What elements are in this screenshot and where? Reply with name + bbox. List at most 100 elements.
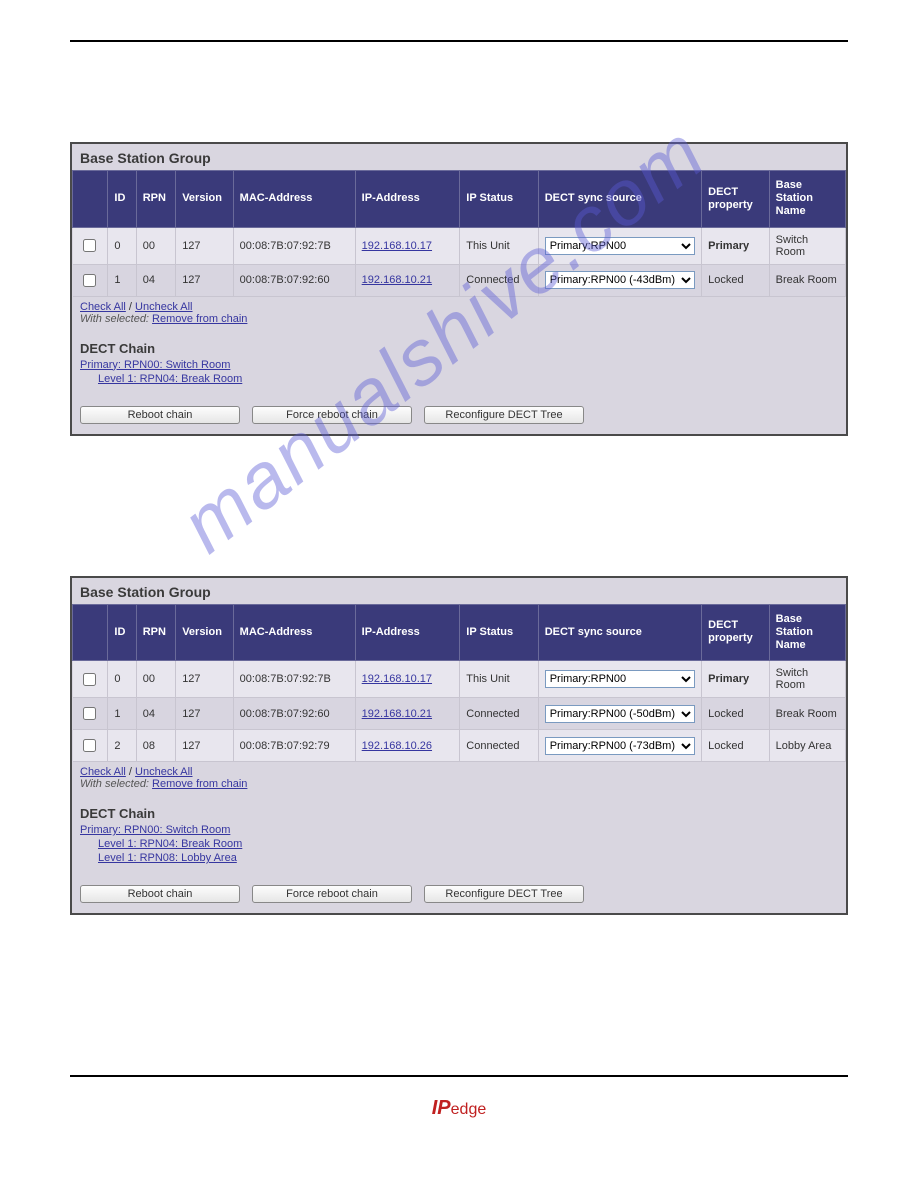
cell-id: 1 xyxy=(108,698,136,730)
ip-link[interactable]: 192.168.10.21 xyxy=(362,274,432,286)
column-header: Base Station Name xyxy=(769,604,845,661)
cell-id: 0 xyxy=(108,661,136,698)
cell-ip: 192.168.10.21 xyxy=(355,698,460,730)
cell-mac: 00:08:7B:07:92:79 xyxy=(233,730,355,762)
row-checkbox[interactable] xyxy=(83,274,96,287)
with-selected-label: With selected: xyxy=(80,313,152,325)
table-row: 10412700:08:7B:07:92:60192.168.10.21Conn… xyxy=(73,264,846,296)
cell-name: Switch Room xyxy=(769,661,845,698)
cell-status: Connected xyxy=(460,698,538,730)
cell-mac: 00:08:7B:07:92:60 xyxy=(233,264,355,296)
top-rule xyxy=(70,40,848,42)
chain-item[interactable]: Level 1: RPN08: Lobby Area xyxy=(98,851,838,865)
reconfigure-dect-tree-button[interactable]: Reconfigure DECT Tree xyxy=(424,885,584,903)
cell-status: This Unit xyxy=(460,227,538,264)
chain-item[interactable]: Primary: RPN00: Switch Room xyxy=(80,823,838,837)
ip-link[interactable]: 192.168.10.17 xyxy=(362,240,432,252)
remove-from-chain-link[interactable]: Remove from chain xyxy=(152,313,247,325)
reboot-chain-button[interactable]: Reboot chain xyxy=(80,406,240,424)
cell-ip: 192.168.10.21 xyxy=(355,264,460,296)
sync-select[interactable]: Primary:RPN00 (-73dBm) xyxy=(545,737,695,755)
sync-select[interactable]: Primary:RPN00 (-50dBm) xyxy=(545,705,695,723)
force-reboot-chain-button[interactable]: Force reboot chain xyxy=(252,406,412,424)
with-selected-label: With selected: xyxy=(80,778,152,790)
row-checkbox[interactable] xyxy=(83,707,96,720)
base-station-panel: Base Station GroupIDRPNVersionMAC-Addres… xyxy=(70,142,848,436)
cell-checkbox xyxy=(73,661,108,698)
column-header: MAC-Address xyxy=(233,604,355,661)
force-reboot-chain-button[interactable]: Force reboot chain xyxy=(252,885,412,903)
cell-mac: 00:08:7B:07:92:7B xyxy=(233,661,355,698)
chain-title: DECT Chain xyxy=(72,335,846,358)
sync-select[interactable]: Primary:RPN00 (-43dBm) xyxy=(545,271,695,289)
cell-ip: 192.168.10.17 xyxy=(355,661,460,698)
ip-link[interactable]: 192.168.10.21 xyxy=(362,708,432,720)
column-header: DECT property xyxy=(702,604,770,661)
column-header xyxy=(73,604,108,661)
footer-logo-suffix: edge xyxy=(451,1101,487,1118)
separator: / xyxy=(126,766,135,778)
cell-rpn: 08 xyxy=(136,730,175,762)
cell-version: 127 xyxy=(176,698,233,730)
column-header: IP Status xyxy=(460,171,538,228)
cell-rpn: 00 xyxy=(136,227,175,264)
base-station-table: IDRPNVersionMAC-AddressIP-AddressIP Stat… xyxy=(72,604,846,763)
uncheck-all-link[interactable]: Uncheck All xyxy=(135,301,192,313)
cell-sync: Primary:RPN00 xyxy=(538,227,701,264)
cell-checkbox xyxy=(73,264,108,296)
panel-title: Base Station Group xyxy=(72,144,846,170)
chain-list: Primary: RPN00: Switch RoomLevel 1: RPN0… xyxy=(72,823,846,879)
button-row: Reboot chain Force reboot chain Reconfigur… xyxy=(72,400,846,434)
cell-property: Locked xyxy=(702,730,770,762)
check-all-link[interactable]: Check All xyxy=(80,301,126,313)
column-header: ID xyxy=(108,171,136,228)
remove-from-chain-link[interactable]: Remove from chain xyxy=(152,778,247,790)
cell-property: Locked xyxy=(702,698,770,730)
row-checkbox[interactable] xyxy=(83,239,96,252)
cell-status: This Unit xyxy=(460,661,538,698)
reconfigure-dect-tree-button[interactable]: Reconfigure DECT Tree xyxy=(424,406,584,424)
row-checkbox[interactable] xyxy=(83,739,96,752)
cell-rpn: 04 xyxy=(136,698,175,730)
table-row: 10412700:08:7B:07:92:60 192.168.10.21 Conn… xyxy=(73,698,846,730)
column-header: DECT property xyxy=(702,171,770,228)
panel-title: Base Station Group xyxy=(72,578,846,604)
cell-property: Primary xyxy=(702,661,770,698)
reboot-chain-button[interactable]: Reboot chain xyxy=(80,885,240,903)
column-header: MAC-Address xyxy=(233,171,355,228)
ip-link[interactable]: 192.168.10.26 xyxy=(362,740,432,752)
button-row: Reboot chain Force reboot chain Reconfigur… xyxy=(72,879,846,913)
cell-id: 1 xyxy=(108,264,136,296)
chain-item[interactable]: Primary: RPN00: Switch Room xyxy=(80,358,838,372)
cell-status: Connected xyxy=(460,730,538,762)
ip-link[interactable]: 192.168.10.17 xyxy=(362,673,432,685)
cell-mac: 00:08:7B:07:92:60 xyxy=(233,698,355,730)
column-header: IP-Address xyxy=(355,171,460,228)
table-row: 20812700:08:7B:07:92:79192.168.10.26Conn… xyxy=(73,730,846,762)
column-header: Version xyxy=(176,604,233,661)
separator: / xyxy=(126,301,135,313)
base-station-panel: Base Station GroupIDRPNVersionMAC-Addres… xyxy=(70,576,848,916)
chain-title: DECT Chain xyxy=(72,800,846,823)
column-header: IP Status xyxy=(460,604,538,661)
cell-sync: Primary:RPN00 (-43dBm) xyxy=(538,264,701,296)
column-header: DECT sync source xyxy=(538,604,701,661)
footer-rule xyxy=(70,1075,848,1077)
check-all-link[interactable]: Check All xyxy=(80,766,126,778)
bulk-actions: Check All / Uncheck AllWith selected: Re… xyxy=(72,297,846,335)
chain-item[interactable]: Level 1: RPN04: Break Room xyxy=(98,372,838,386)
row-checkbox[interactable] xyxy=(83,673,96,686)
cell-id: 0 xyxy=(108,227,136,264)
cell-ip: 192.168.10.26 xyxy=(355,730,460,762)
chain-item[interactable]: Level 1: RPN04: Break Room xyxy=(98,837,838,851)
uncheck-all-link[interactable]: Uncheck All xyxy=(135,766,192,778)
table-row: 00012700:08:7B:07:92:7B192.168.10.17This… xyxy=(73,227,846,264)
column-header: DECT sync source xyxy=(538,171,701,228)
cell-property: Primary xyxy=(702,227,770,264)
cell-sync: Primary:RPN00 (-73dBm) xyxy=(538,730,701,762)
sync-select[interactable]: Primary:RPN00 xyxy=(545,237,695,255)
sync-select[interactable]: Primary:RPN00 xyxy=(545,670,695,688)
cell-name: Break Room xyxy=(769,264,845,296)
cell-sync: Primary:RPN00 xyxy=(538,661,701,698)
cell-checkbox xyxy=(73,698,108,730)
